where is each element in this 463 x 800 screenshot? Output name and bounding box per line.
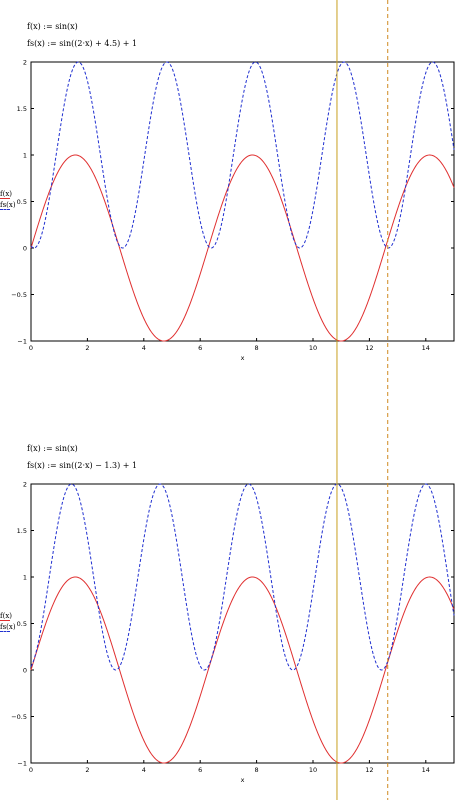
y-tick-label: −1 [17, 338, 27, 346]
x-tick-label: 0 [29, 766, 33, 774]
x-tick-label: 12 [365, 344, 373, 352]
x-tick-label: 14 [422, 766, 430, 774]
x-tick-label: 8 [255, 766, 259, 774]
legend-2: f(x) fs(x) [0, 612, 16, 634]
y-tick-label: 1 [23, 574, 27, 582]
x-tick-label: 0 [29, 344, 33, 352]
y-tick-label: 1 [23, 152, 27, 160]
y-tick-label: 1.5 [17, 105, 27, 113]
y-tick-label: 2 [23, 59, 27, 67]
chart-1-svg: −1 −0.5 0 0.5 1 1.5 2 0 2 4 6 8 10 12 14 x [11, 59, 455, 362]
x-tick-label: 4 [142, 766, 146, 774]
equation-f-2: f(x) := sin(x) [27, 444, 78, 453]
legend-item-fs: fs(x) [0, 623, 16, 631]
legend-item-f: f(x) [0, 612, 13, 620]
legend-line-fs [0, 631, 10, 632]
x-tick-label: 6 [198, 766, 202, 774]
x-tick-label: 2 [85, 344, 89, 352]
legend-line-fs [0, 209, 10, 210]
x-tick-label: 6 [198, 344, 202, 352]
equation-fs-1: fs(x) := sin((2·x) + 4.5) + 1 [27, 39, 138, 48]
y-tick-label: 1.5 [17, 527, 27, 535]
series-line-f [30, 154, 455, 342]
series-line-fs [30, 61, 455, 249]
series-line-fs [30, 483, 455, 671]
y-tick-label: 0.5 [17, 198, 27, 206]
x-tick-label: 2 [85, 766, 89, 774]
y-tick-label: 0 [23, 245, 27, 253]
legend-line-f [0, 620, 10, 621]
x-tick-label: 8 [255, 344, 259, 352]
x-tick-label: 10 [309, 344, 317, 352]
x-tick-label: 12 [365, 766, 373, 774]
x-tick-label: 14 [422, 344, 430, 352]
y-tick-label: −0.5 [11, 713, 27, 721]
x-axis-label: x [241, 354, 245, 362]
legend-1: f(x) fs(x) [0, 190, 16, 212]
y-tick-label: −1 [17, 760, 27, 768]
y-tick-label: 2 [23, 481, 27, 489]
legend-item-f: f(x) [0, 190, 13, 198]
y-tick-label: −0.5 [11, 291, 27, 299]
legend-item-fs: fs(x) [0, 201, 16, 209]
chart-panel-1: −1 −0.5 0 0.5 1 1.5 2 0 2 4 6 8 10 12 14 x f(x) fs(x) [0, 0, 463, 380]
legend-line-f [0, 198, 10, 199]
x-tick-label: 10 [309, 766, 317, 774]
equation-fs-2: fs(x) := sin((2·x) − 1.3) + 1 [27, 461, 138, 470]
x-axis-label: x [241, 776, 245, 784]
equation-f-1: f(x) := sin(x) [27, 22, 78, 31]
series-line-f [30, 576, 455, 764]
y-tick-label: 0.5 [17, 620, 27, 628]
y-tick-label: 0 [23, 667, 27, 675]
x-tick-label: 4 [142, 344, 146, 352]
